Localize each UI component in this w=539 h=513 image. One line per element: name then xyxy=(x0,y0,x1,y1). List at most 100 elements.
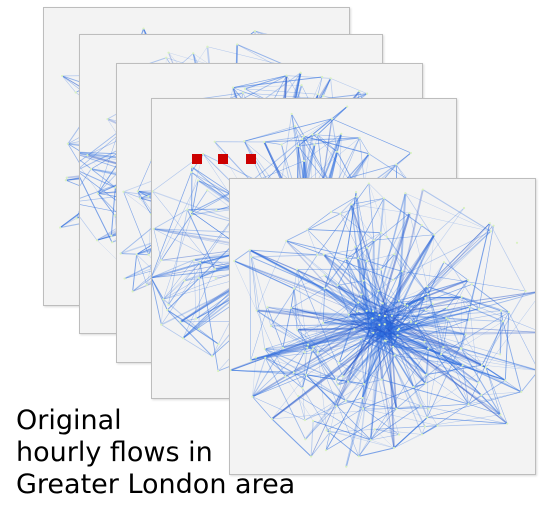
flow-node xyxy=(423,340,426,343)
flow-node xyxy=(183,279,186,282)
flow-node xyxy=(310,455,313,458)
flow-node xyxy=(408,212,411,215)
flow-edge xyxy=(366,253,395,262)
flow-node xyxy=(353,328,356,331)
flow-node xyxy=(383,314,387,318)
flow-edge xyxy=(244,75,287,90)
flow-node xyxy=(401,270,404,273)
flow-edge xyxy=(80,176,113,243)
flow-node xyxy=(74,91,77,94)
flow-node xyxy=(303,351,306,354)
flow-node xyxy=(295,328,299,331)
flow-edge xyxy=(368,183,375,241)
flow-edge xyxy=(249,250,272,327)
flow-edge xyxy=(80,153,88,156)
flow-node xyxy=(147,253,150,256)
flow-node xyxy=(181,337,185,340)
flow-node xyxy=(404,192,407,195)
flow-node xyxy=(285,74,288,77)
flow-edge xyxy=(136,254,148,285)
flow-edge xyxy=(469,307,479,383)
flow-node xyxy=(192,258,195,261)
flow-edge xyxy=(80,168,92,187)
flow-node xyxy=(427,347,430,350)
flow-node xyxy=(75,217,78,220)
flow-node xyxy=(477,307,481,310)
flow-node xyxy=(254,356,257,359)
flow-node xyxy=(499,413,502,416)
flow-edge xyxy=(312,134,338,153)
flow-edge xyxy=(373,234,435,241)
flow-node xyxy=(488,222,491,225)
flow-node xyxy=(297,394,300,398)
flow-edge xyxy=(307,229,381,234)
flow-node xyxy=(338,361,341,364)
flow-node xyxy=(396,334,399,337)
flow-node xyxy=(378,314,381,317)
flow-node xyxy=(426,416,429,419)
flow-node xyxy=(316,133,319,136)
flow-node xyxy=(358,90,361,93)
flow-node xyxy=(303,419,307,422)
flow-node xyxy=(355,310,359,313)
flow-edge xyxy=(250,307,268,361)
flow-node xyxy=(484,366,488,369)
flow-node xyxy=(215,209,218,212)
flow-node xyxy=(190,165,194,169)
flow-node xyxy=(263,140,266,144)
flow-edge xyxy=(368,183,385,199)
flow-edge xyxy=(87,154,116,188)
flow-node xyxy=(499,309,503,312)
flow-node xyxy=(489,230,492,233)
flow-edge xyxy=(489,223,526,292)
flow-node xyxy=(360,293,363,296)
flow-node xyxy=(123,277,126,280)
flow-node xyxy=(206,45,209,48)
flow-node xyxy=(106,117,109,121)
flow-node xyxy=(217,342,220,346)
flow-node xyxy=(196,179,200,182)
flow-node xyxy=(289,306,293,309)
flow-edge xyxy=(80,159,116,188)
flow-node xyxy=(119,252,122,255)
flow-node xyxy=(113,214,116,217)
flow-edge xyxy=(236,43,289,68)
flow-edge xyxy=(370,405,422,441)
flow-node xyxy=(179,320,182,323)
flow-node xyxy=(210,355,214,358)
flow-node xyxy=(384,339,387,342)
flow-node xyxy=(292,371,295,374)
flow-node xyxy=(357,257,360,260)
flow-node xyxy=(447,318,450,321)
flow-node xyxy=(357,301,360,304)
flow-node xyxy=(372,239,375,242)
flow-node xyxy=(213,140,216,143)
flow-node xyxy=(524,289,527,293)
flow-node xyxy=(358,136,361,139)
flow-node xyxy=(365,309,368,312)
flow-node xyxy=(217,369,220,373)
flow-edge xyxy=(383,198,388,237)
flow-node xyxy=(373,428,376,431)
flow-node xyxy=(167,303,170,306)
flow-node xyxy=(507,311,510,314)
flow-edge xyxy=(111,187,116,236)
flow-node xyxy=(423,425,427,428)
flow-node xyxy=(362,382,366,386)
flow-node xyxy=(243,140,246,143)
flow-node xyxy=(301,137,304,141)
flow-edge xyxy=(462,365,469,405)
flow-node xyxy=(393,354,396,357)
flow-node xyxy=(135,253,138,256)
flow-edge xyxy=(110,187,116,236)
flow-node xyxy=(61,74,64,78)
flow-edge xyxy=(137,159,152,192)
flow-edge xyxy=(97,193,116,216)
flow-node xyxy=(328,431,331,434)
flow-node xyxy=(285,239,288,242)
flow-node xyxy=(340,132,343,135)
flow-node xyxy=(290,112,293,116)
flow-node xyxy=(367,182,370,185)
flow-node xyxy=(403,303,406,306)
flow-node xyxy=(110,241,114,244)
